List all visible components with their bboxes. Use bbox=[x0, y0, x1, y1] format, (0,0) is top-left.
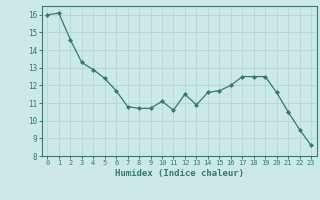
X-axis label: Humidex (Indice chaleur): Humidex (Indice chaleur) bbox=[115, 169, 244, 178]
